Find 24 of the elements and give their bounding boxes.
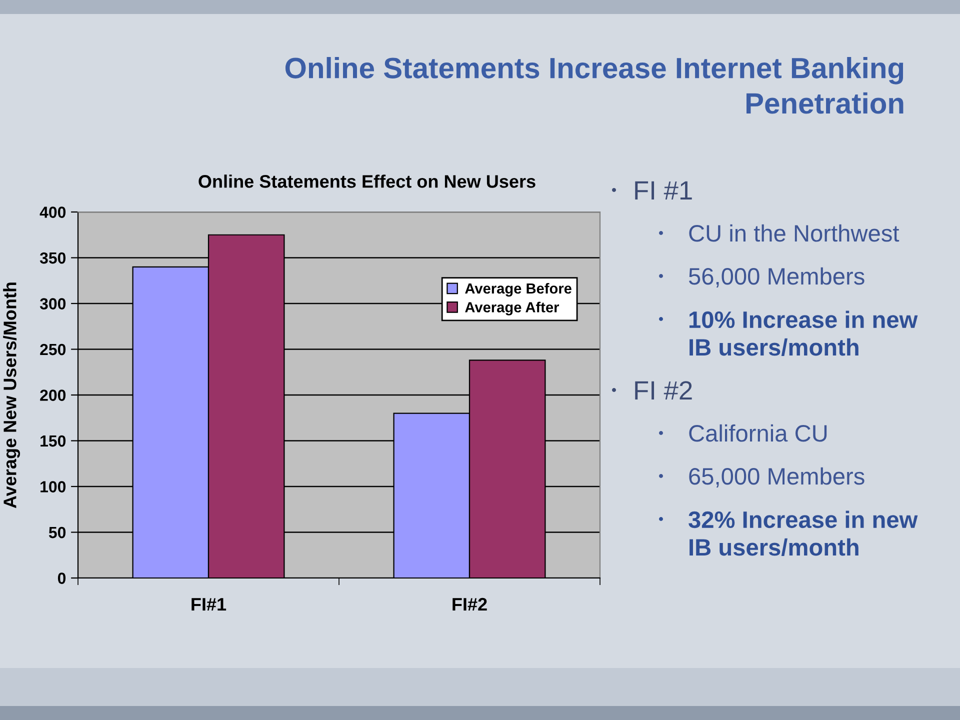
text: FI #1 [635, 181, 692, 200]
y-tick-label: 250 [40, 344, 66, 356]
y-tick-label: 400 [40, 206, 66, 218]
text: FI #2 [635, 381, 692, 400]
y-tick-label: 150 [40, 435, 66, 447]
y-tick-label: 0 [58, 572, 66, 584]
chart-title: Online Statements Increase Internet Banking Penetration [285, 57, 904, 114]
text: 65,000 Members [689, 467, 864, 488]
legend-label: Average After [465, 302, 560, 316]
text: California CU [689, 424, 827, 442]
y-tick-label: 350 [40, 252, 66, 264]
chart-subtitle: Online Statements Effect on New Users [198, 174, 536, 188]
text: 56,000 Members [688, 267, 864, 288]
y-tick-label: 100 [40, 481, 66, 492]
x-tick-label: FI#2 [452, 598, 487, 611]
text: 32% Increase in new IB users/month [688, 510, 918, 556]
y-tick-label: 200 [40, 390, 66, 401]
text: CU in the Northwest [689, 224, 900, 242]
x-tick-label: FI#1 [192, 598, 226, 611]
y-tick-label: 300 [40, 298, 66, 310]
text: 10% Increase in new IB users/month [689, 310, 918, 356]
y-axis-title: Average New Users/Month [3, 282, 20, 508]
y-tick-label: 50 [48, 526, 66, 538]
legend-label: Average Before [465, 282, 572, 297]
